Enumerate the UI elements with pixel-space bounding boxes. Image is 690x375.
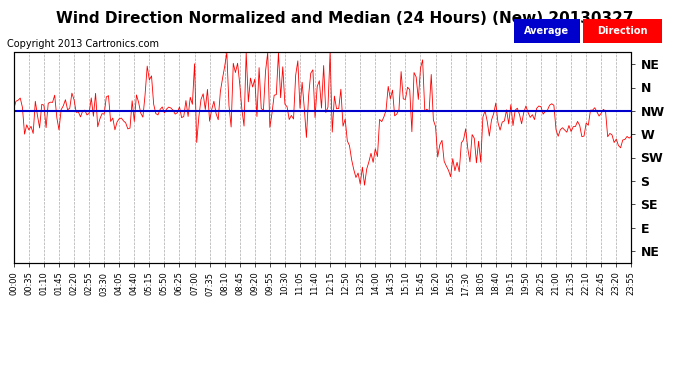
Text: Average: Average <box>524 26 569 36</box>
Text: Direction: Direction <box>598 26 648 36</box>
Text: Copyright 2013 Cartronics.com: Copyright 2013 Cartronics.com <box>7 39 159 50</box>
Text: Wind Direction Normalized and Median (24 Hours) (New) 20130327: Wind Direction Normalized and Median (24… <box>57 11 633 26</box>
